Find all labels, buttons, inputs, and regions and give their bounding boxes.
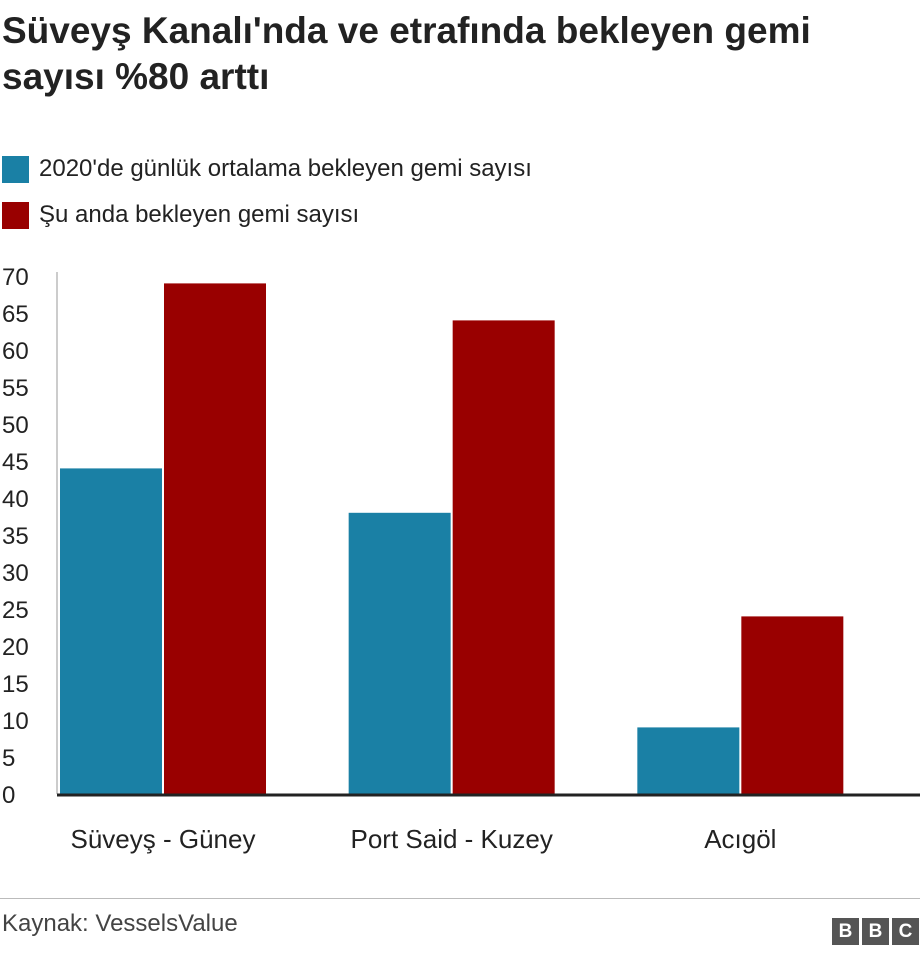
y-tick-label: 25 [2, 597, 29, 624]
y-tick-label: 40 [2, 486, 29, 513]
y-tick-label: 70 [2, 264, 29, 291]
legend-label-now: Şu anda bekleyen gemi sayısı [39, 201, 360, 228]
y-tick-label: 0 [2, 782, 15, 809]
bar [452, 320, 555, 794]
bar [348, 512, 451, 794]
legend-swatch-2020 [2, 155, 29, 183]
bar-chart: 0 5 10 15 20 25 30 35 40 45 50 55 60 65 70 Süveyş - Gün… [2, 264, 920, 854]
bar [637, 727, 740, 794]
y-tick-label: 20 [2, 634, 29, 661]
x-tick-label: Süveyş - Güney [71, 824, 256, 854]
y-tick-label: 45 [2, 449, 29, 476]
legend-swatch-now [2, 201, 29, 229]
bbc-logo-letter: C [892, 918, 919, 945]
footer-divider [0, 898, 920, 899]
legend: 2020'de günlük ortalama bekleyen gemi sa… [2, 146, 532, 238]
y-tick-label: 15 [2, 671, 29, 698]
bar [164, 283, 266, 794]
legend-item-2020: 2020'de günlük ortalama bekleyen gemi sa… [2, 146, 532, 192]
y-tick-label: 55 [2, 375, 29, 402]
bar [741, 616, 844, 794]
x-tick-label: Acıgöl [704, 824, 776, 854]
y-tick-label: 10 [2, 708, 29, 735]
y-tick-label: 5 [2, 745, 15, 772]
bbc-logo: B B C [832, 918, 919, 945]
y-tick-label: 35 [2, 523, 29, 550]
y-tick-label: 65 [2, 301, 29, 328]
bbc-logo-letter: B [832, 918, 859, 945]
y-tick-label: 50 [2, 412, 29, 439]
y-tick-label: 60 [2, 338, 29, 365]
x-tick-label: Port Said - Kuzey [351, 824, 553, 854]
chart-title: Süveyş Kanalı'nda ve etrafında bekleyen … [2, 10, 811, 97]
legend-label-2020: 2020'de günlük ortalama bekleyen gemi sa… [39, 155, 532, 182]
bar [60, 468, 162, 794]
bbc-logo-letter: B [862, 918, 889, 945]
legend-item-now: Şu anda bekleyen gemi sayısı [2, 192, 532, 238]
y-tick-label: 30 [2, 560, 29, 587]
source-text: Kaynak: VesselsValue [2, 910, 238, 937]
